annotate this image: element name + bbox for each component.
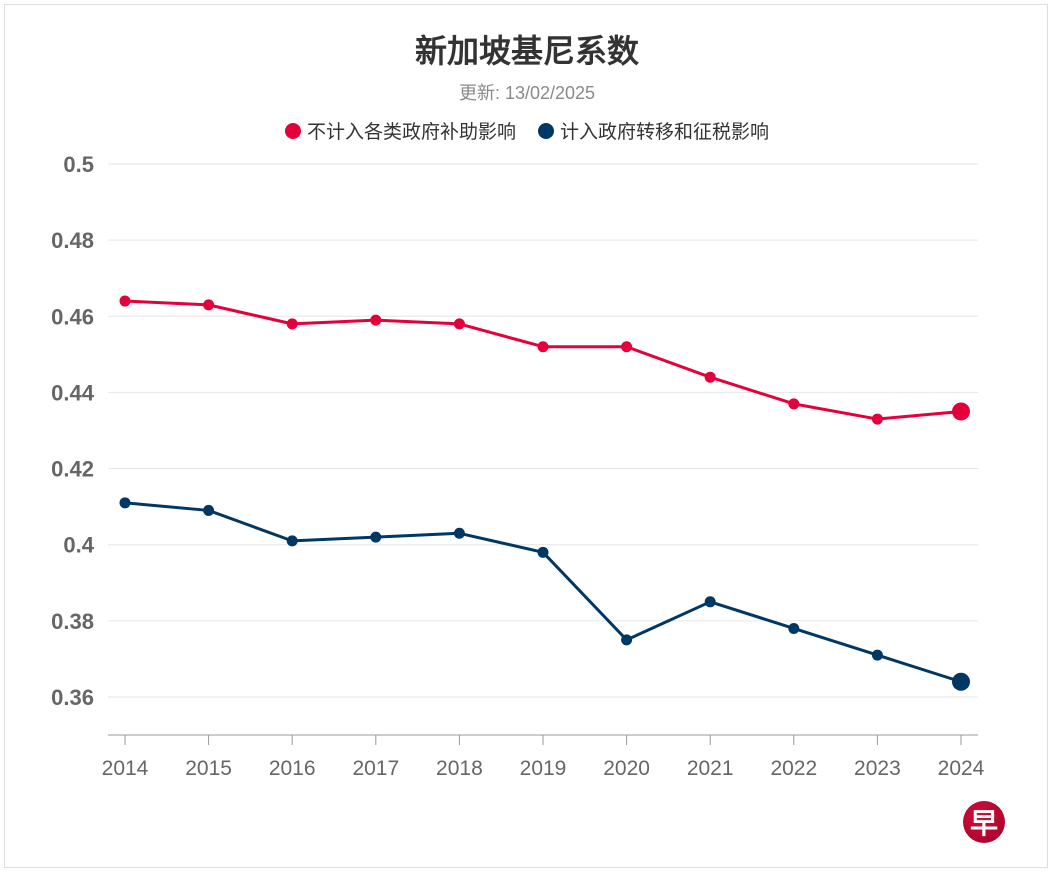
- chart-title: 新加坡基尼系数: [414, 33, 639, 69]
- chart-subtitle: 更新: 13/02/2025: [458, 83, 596, 103]
- data-point-1-2016: [286, 535, 298, 547]
- data-point-1-2014: [119, 497, 131, 509]
- x-tick-label: 2021: [687, 757, 734, 780]
- x-tick-label: 2018: [436, 757, 483, 780]
- data-point-1-2024: [952, 672, 970, 691]
- zaobao-logo: 早: [963, 801, 1005, 843]
- y-tick-label: 0.48: [51, 228, 94, 253]
- legend: 不计入各类政府补助影响 计入政府转移和征税影响: [0, 117, 1054, 144]
- data-point-1-2017: [370, 531, 382, 543]
- x-tick-label: 2019: [520, 757, 567, 780]
- chart-frame: [4, 4, 1048, 868]
- data-point-0-2018: [453, 318, 465, 330]
- y-tick-label: 0.36: [51, 685, 94, 710]
- y-tick-label: 0.46: [51, 304, 94, 329]
- data-point-1-2015: [203, 504, 215, 516]
- x-tick-label: 2015: [185, 757, 232, 780]
- data-point-0-2021: [704, 371, 716, 383]
- data-point-0-2017: [370, 314, 382, 326]
- legend-label: 不计入各类政府补助影响: [306, 122, 516, 143]
- legend-item-series-1[interactable]: 计入政府转移和征税影响: [538, 117, 769, 144]
- data-point-0-2014: [119, 295, 131, 307]
- data-point-1-2023: [871, 649, 883, 661]
- data-point-1-2020: [621, 634, 633, 646]
- data-point-0-2024: [952, 402, 970, 421]
- data-point-0-2019: [537, 341, 549, 353]
- x-tick-label: 2022: [770, 757, 817, 780]
- series-line-1: [124, 501, 962, 684]
- legend-label: 计入政府转移和征税影响: [560, 122, 770, 143]
- legend-dot-icon: [284, 122, 301, 139]
- y-tick-label: 0.4: [63, 533, 94, 558]
- data-point-1-2018: [453, 527, 465, 539]
- data-point-0-2016: [286, 318, 298, 330]
- data-point-0-2022: [788, 398, 800, 410]
- y-tick-label: 0.44: [51, 380, 95, 405]
- legend-item-series-0[interactable]: 不计入各类政府补助影响: [284, 117, 516, 144]
- legend-dot-icon: [538, 122, 554, 139]
- x-tick-label: 2017: [352, 757, 399, 780]
- x-tick-label: 2024: [938, 757, 985, 780]
- data-point-1-2019: [537, 546, 549, 558]
- data-point-1-2021: [704, 596, 716, 608]
- y-tick-label: 0.42: [51, 457, 94, 482]
- data-point-1-2022: [788, 622, 800, 634]
- data-point-0-2023: [871, 413, 883, 425]
- series-line-0: [124, 299, 962, 421]
- y-tick-label: 0.38: [51, 609, 94, 634]
- data-point-0-2020: [621, 341, 633, 353]
- x-tick-label: 2020: [603, 757, 650, 780]
- x-tick-label: 2014: [102, 757, 149, 780]
- y-tick-label: 0.5: [63, 152, 94, 177]
- x-tick-label: 2016: [269, 757, 316, 780]
- x-tick-label: 2023: [854, 757, 901, 780]
- data-point-0-2015: [203, 299, 215, 311]
